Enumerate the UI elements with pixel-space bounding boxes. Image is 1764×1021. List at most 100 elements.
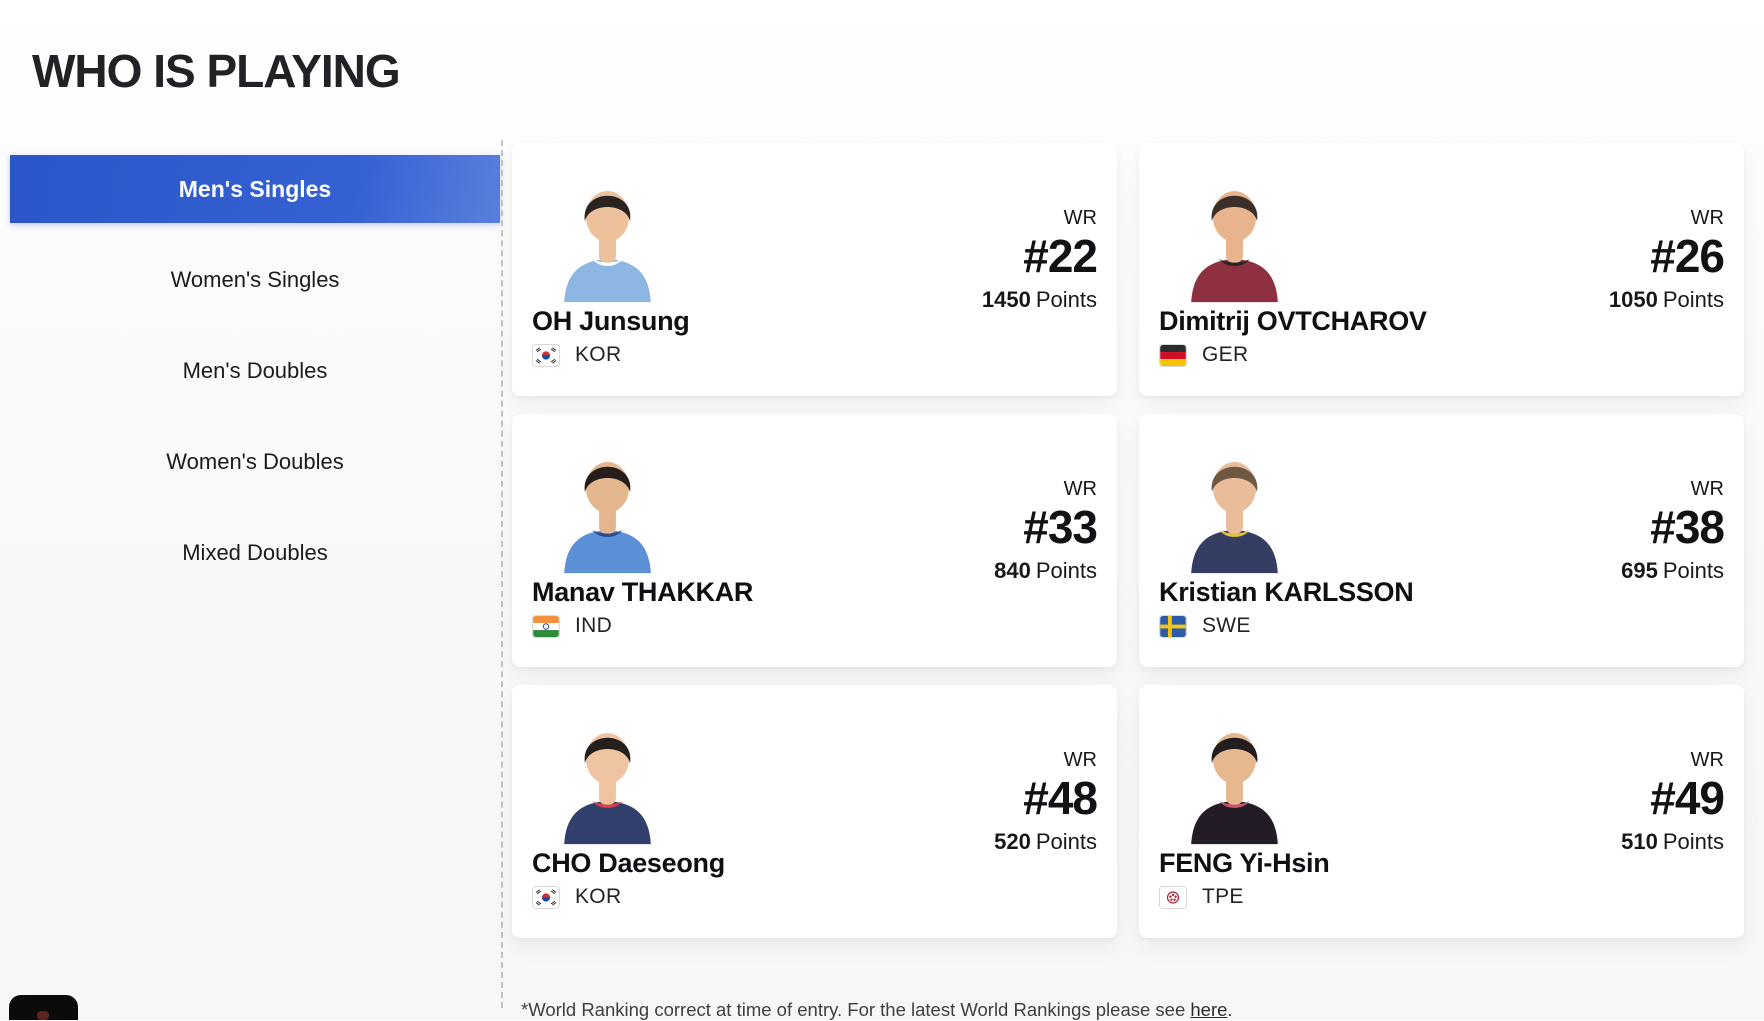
avatar-shirt <box>1191 529 1278 574</box>
wr-rank: #26 <box>1650 230 1725 282</box>
avatar-shirt <box>564 800 651 845</box>
points-value: 695 <box>1621 558 1658 583</box>
avatar-neck <box>599 776 616 805</box>
country-code: TPE <box>1202 885 1244 908</box>
latest-rankings-link[interactable]: here <box>1190 998 1228 1020</box>
avatar-neck <box>599 505 616 534</box>
player-country: TPE <box>1159 885 1244 909</box>
world-ranking-block: WR #33 840 Points <box>994 476 1098 584</box>
wr-label: WR <box>1063 749 1097 771</box>
player-card: WR #38 695 Points Kristian KARLSSON SWE <box>1139 414 1744 667</box>
avatar-hair <box>584 195 631 222</box>
country-code: IND <box>575 614 613 637</box>
player-name: FENG Yi-Hsin <box>1159 848 1330 878</box>
country-code: SWE <box>1202 614 1251 637</box>
footnote-text: *World Ranking correct at time of entry.… <box>521 998 1186 1020</box>
player-card: WR #48 520 Points CHO Daeseong <box>512 685 1117 938</box>
world-ranking-footnote: *World Ranking correct at time of entry.… <box>521 999 1233 1021</box>
player-card: WR #33 840 Points Manav THAKKAR IND <box>512 414 1117 667</box>
country-code: KOR <box>575 885 622 908</box>
points-value: 520 <box>994 829 1031 854</box>
avatar-shirt <box>1191 258 1278 303</box>
tab-womens-singles[interactable]: Women's Singles <box>10 246 500 314</box>
points-label: Points <box>1035 287 1097 312</box>
player-name: Kristian KARLSSON <box>1159 577 1414 607</box>
flag-tpe-icon <box>1159 885 1187 909</box>
player-country: GER <box>1159 343 1248 367</box>
tab-mens-doubles[interactable]: Men's Doubles <box>10 337 500 405</box>
wr-label: WR <box>1690 749 1724 771</box>
player-card: WR #26 1050 Points Dimitrij OVTCHAROV GER <box>1139 143 1744 396</box>
player-country: KOR <box>532 343 621 367</box>
player-photo <box>1191 462 1278 574</box>
player-country: IND <box>532 614 612 638</box>
points-label: Points <box>1662 829 1724 854</box>
avatar-hair <box>1211 737 1258 764</box>
wr-points: 510 Points <box>1621 829 1724 855</box>
flag-swe-icon <box>1159 614 1187 638</box>
country-code: KOR <box>575 343 622 366</box>
world-ranking-block: WR #22 1450 Points <box>982 205 1098 313</box>
points-value: 840 <box>994 558 1031 583</box>
points-value: 1050 <box>1608 287 1658 312</box>
player-name: Dimitrij OVTCHAROV <box>1159 306 1427 336</box>
avatar-collar <box>592 529 623 537</box>
player-country: KOR <box>532 885 621 909</box>
tab-womens-doubles[interactable]: Women's Doubles <box>10 428 500 496</box>
player-photo <box>1191 191 1278 303</box>
avatar-neck <box>599 234 616 263</box>
points-label: Points <box>1035 558 1097 583</box>
avatar-hair <box>584 466 631 493</box>
points-value: 1450 <box>981 287 1031 312</box>
player-photo <box>1191 733 1278 845</box>
avatar-neck <box>1226 505 1243 534</box>
player-card: WR #22 1450 Points OH Junsung <box>512 143 1117 396</box>
world-ranking-block: WR #49 510 Points <box>1621 747 1725 855</box>
wr-points: 520 Points <box>994 829 1097 855</box>
points-label: Points <box>1662 558 1724 583</box>
player-photo <box>564 733 651 845</box>
flag-ger-icon <box>1159 343 1187 367</box>
avatar-hair <box>1211 466 1258 493</box>
player-card: WR #49 510 Points FENG Yi-Hsin <box>1139 685 1744 938</box>
chat-widget-button[interactable] <box>9 995 78 1020</box>
wr-rank: #22 <box>1023 230 1098 282</box>
wr-rank: #38 <box>1650 501 1725 553</box>
player-name: CHO Daeseong <box>532 848 725 878</box>
flag-kor-icon <box>532 343 560 367</box>
avatar-shirt <box>564 529 651 574</box>
wr-rank: #33 <box>1023 501 1098 553</box>
tab-mens-singles[interactable]: Men's Singles <box>10 155 500 223</box>
points-label: Points <box>1035 829 1097 854</box>
avatar-hair <box>1211 195 1258 222</box>
avatar-collar <box>1219 800 1250 808</box>
wr-points: 1050 Points <box>1609 287 1724 313</box>
player-name: Manav THAKKAR <box>532 577 754 607</box>
avatar-collar <box>592 800 623 808</box>
player-cards-grid: WR #22 1450 Points OH Junsung <box>512 143 1744 938</box>
avatar-hair <box>584 737 631 764</box>
tab-mixed-doubles[interactable]: Mixed Doubles <box>10 519 500 587</box>
wr-label: WR <box>1063 207 1097 229</box>
world-ranking-block: WR #26 1050 Points <box>1609 205 1725 313</box>
avatar-shirt <box>1191 800 1278 845</box>
avatar-neck <box>1226 234 1243 263</box>
wr-label: WR <box>1690 478 1724 500</box>
player-name: OH Junsung <box>532 306 690 336</box>
footnote-suffix: . <box>1227 998 1233 1020</box>
player-photo <box>564 191 651 303</box>
wr-points: 695 Points <box>1621 558 1724 584</box>
event-category-tabs: Men's Singles Women's Singles Men's Doub… <box>10 155 500 587</box>
avatar-collar <box>1219 529 1250 537</box>
wr-label: WR <box>1063 478 1097 500</box>
wr-points: 1450 Points <box>982 287 1097 313</box>
world-ranking-block: WR #38 695 Points <box>1621 476 1725 584</box>
dashed-divider <box>501 140 503 1008</box>
wr-label: WR <box>1690 207 1724 229</box>
wr-rank: #48 <box>1023 772 1098 824</box>
wr-points: 840 Points <box>994 558 1097 584</box>
points-label: Points <box>1662 287 1724 312</box>
player-photo <box>564 462 651 574</box>
page-title: WHO IS PLAYING <box>32 45 401 97</box>
